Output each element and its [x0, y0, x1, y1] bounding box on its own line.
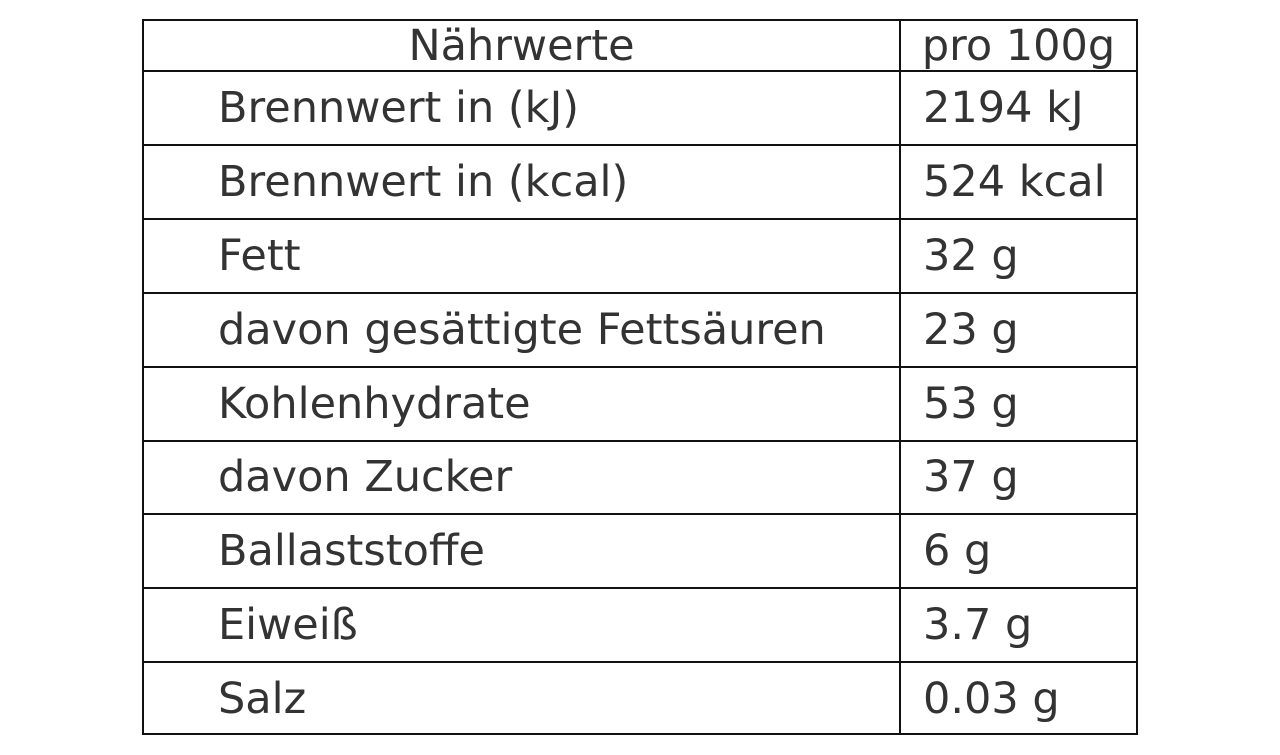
nutrient-name: Brennwert in (kcal) — [218, 156, 629, 207]
row-divider — [144, 587, 1136, 590]
column-divider — [899, 21, 901, 733]
nutrient-value: 0.03 g — [923, 674, 1060, 725]
nutrient-name: davon gesättigte Fettsäuren — [218, 304, 826, 355]
nutrient-name: Ballaststoffe — [218, 526, 486, 577]
nutrient-value: 53 g — [923, 378, 1019, 429]
nutrient-name: Brennwert in (kJ) — [218, 82, 580, 133]
row-divider — [144, 513, 1136, 516]
header-cell: pro 100g — [921, 21, 1116, 71]
nutrient-value: 37 g — [923, 452, 1019, 503]
nutrient-name: Eiweiß — [218, 600, 358, 651]
nutrient-name: Kohlenhydrate — [218, 378, 531, 429]
nutrient-name: davon Zucker — [218, 452, 513, 503]
row-divider — [144, 70, 1136, 72]
nutrient-value: 23 g — [923, 304, 1019, 355]
nutrient-value: 6 g — [923, 526, 992, 577]
row-divider — [144, 661, 1136, 664]
nutrient-name: Salz — [218, 674, 307, 725]
header-cell: Nährwerte — [408, 21, 635, 71]
row-divider — [144, 365, 1136, 368]
row-divider — [144, 217, 1136, 220]
row-divider — [144, 291, 1136, 294]
nutrient-value: 3.7 g — [923, 600, 1033, 651]
nutrient-name: Fett — [218, 230, 301, 281]
row-divider — [144, 143, 1136, 146]
nutrient-value: 32 g — [923, 230, 1019, 281]
nutrient-value: 524 kcal — [923, 156, 1106, 207]
nutrient-value: 2194 kJ — [923, 82, 1084, 133]
nutrition-table: Nährwerte pro 100g Brennwert in (kJ) 2194 k… — [142, 19, 1138, 735]
row-divider — [144, 439, 1136, 442]
